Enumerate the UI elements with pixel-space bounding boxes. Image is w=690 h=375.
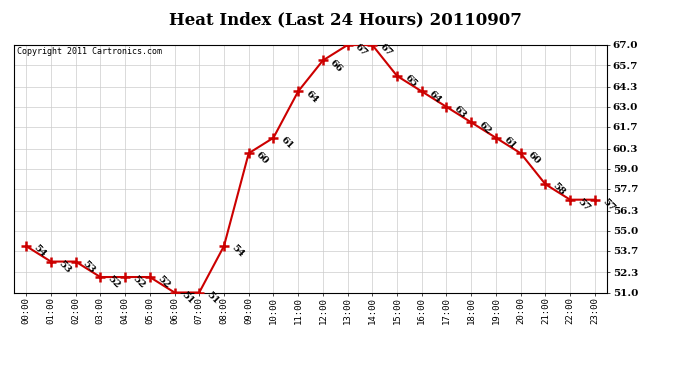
Text: 64: 64 <box>427 88 443 105</box>
Text: 62: 62 <box>477 120 493 135</box>
Text: 57: 57 <box>575 197 591 213</box>
Text: 60: 60 <box>254 150 270 166</box>
Text: 67: 67 <box>378 42 394 58</box>
Text: 61: 61 <box>279 135 295 151</box>
Text: 67: 67 <box>353 42 369 58</box>
Text: 66: 66 <box>328 58 344 74</box>
Text: 53: 53 <box>57 259 72 275</box>
Text: 58: 58 <box>551 182 567 197</box>
Text: 52: 52 <box>130 274 146 290</box>
Text: 52: 52 <box>106 274 122 290</box>
Text: 54: 54 <box>32 243 48 259</box>
Text: 54: 54 <box>230 243 246 259</box>
Text: 63: 63 <box>452 104 468 120</box>
Text: 61: 61 <box>502 135 518 151</box>
Text: Heat Index (Last 24 Hours) 20110907: Heat Index (Last 24 Hours) 20110907 <box>168 11 522 28</box>
Text: 64: 64 <box>304 88 319 105</box>
Text: 51: 51 <box>205 290 221 306</box>
Text: 53: 53 <box>81 259 97 275</box>
Text: Copyright 2011 Cartronics.com: Copyright 2011 Cartronics.com <box>17 48 161 57</box>
Text: 60: 60 <box>526 150 542 166</box>
Text: 52: 52 <box>155 274 171 290</box>
Text: 65: 65 <box>402 73 419 89</box>
Text: 57: 57 <box>600 197 616 213</box>
Text: 51: 51 <box>180 290 196 306</box>
